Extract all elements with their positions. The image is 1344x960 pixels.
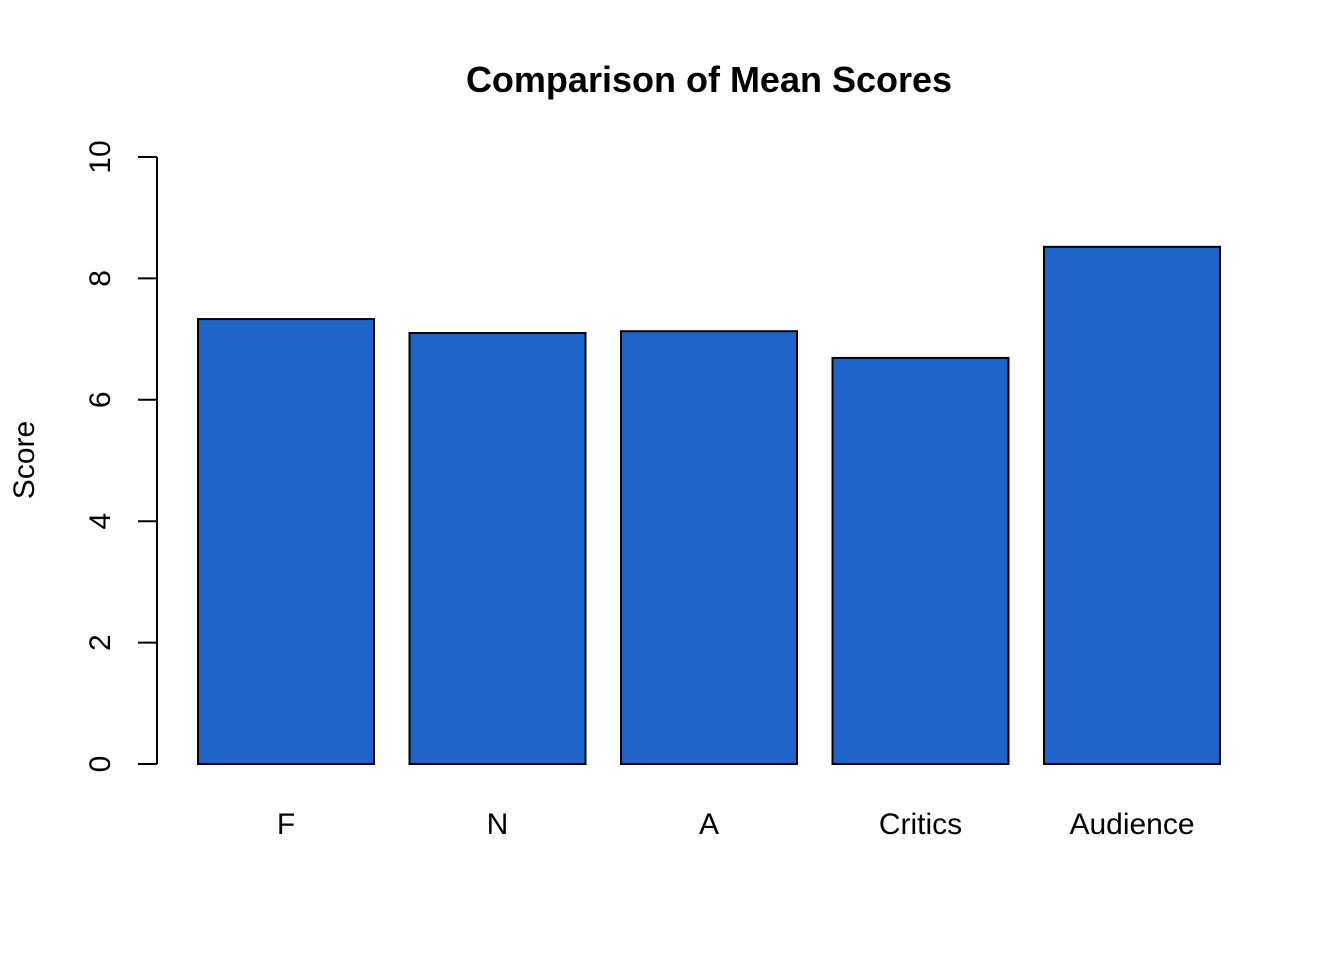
chart-title: Comparison of Mean Scores [466, 59, 952, 100]
bar-f [197, 318, 375, 765]
y-tick-label: 10 [84, 140, 117, 173]
bar-n [408, 332, 587, 765]
bars [197, 245, 1221, 765]
x-tick-label: Audience [1069, 808, 1194, 841]
bar-a [620, 330, 798, 765]
x-axis-labels: F N A Critics Audience [277, 808, 1195, 841]
x-tick-label: N [487, 808, 509, 841]
y-tick-label: 8 [84, 270, 117, 287]
y-axis: 0 2 4 6 8 10 [84, 140, 158, 773]
y-tick-label: 0 [84, 756, 117, 773]
x-tick-label: F [277, 808, 295, 841]
x-tick-label: Critics [879, 808, 962, 841]
y-axis-label: Score [8, 421, 41, 499]
bar-critics [831, 356, 1010, 765]
x-tick-label: A [699, 808, 719, 841]
bar-audience [1043, 245, 1221, 765]
y-tick-label: 2 [84, 634, 117, 651]
y-tick-label: 4 [84, 513, 117, 530]
y-tick-label: 6 [84, 391, 117, 408]
